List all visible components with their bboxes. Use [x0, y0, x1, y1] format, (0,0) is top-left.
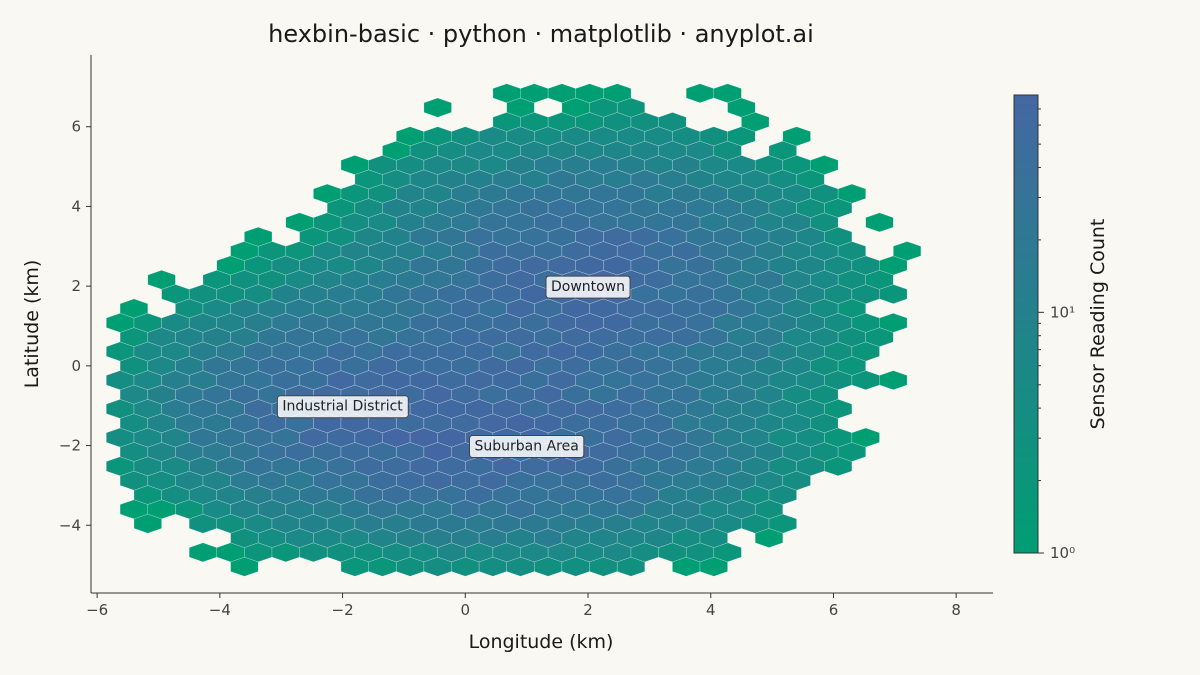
annotation: Suburban Area — [469, 435, 585, 459]
x-tick-label: −2 — [332, 601, 354, 619]
annotations: Downtown Industrial District Suburban Area — [276, 275, 631, 459]
y-tick-label: −2 — [59, 437, 81, 455]
hex-bin — [893, 241, 922, 261]
hex-bin — [658, 112, 687, 132]
hex-bin — [147, 269, 176, 290]
x-tick-label: −6 — [86, 601, 108, 619]
colorbar-label: Sensor Reading Count — [1087, 219, 1109, 430]
y-tick-label: 6 — [71, 118, 81, 136]
y-ticks: −4 −2 0 2 4 6 — [59, 118, 91, 534]
colorbar: 10⁰ 10¹ Sensor Reading Count — [1013, 94, 1109, 562]
annotation: Industrial District — [276, 395, 409, 419]
y-tick-label: 0 — [71, 357, 81, 375]
chart-title: hexbin-basic · python · matplotlib · any… — [268, 20, 814, 48]
y-axis-label: Latitude (km) — [21, 260, 43, 389]
hex-bin — [244, 226, 273, 247]
colorbar-tick-label: 10¹ — [1050, 303, 1075, 321]
y-tick-label: 2 — [71, 277, 81, 295]
hex-bin — [851, 427, 880, 448]
x-axis-label: Longitude (km) — [469, 631, 614, 653]
x-ticks: −6 −4 −2 0 2 4 6 8 — [86, 593, 961, 619]
hex-bin — [879, 370, 908, 391]
x-tick-label: 8 — [951, 601, 961, 619]
hex-bin — [810, 155, 839, 175]
colorbar-ticks: 10⁰ 10¹ — [1038, 108, 1075, 562]
x-tick-label: 0 — [461, 601, 471, 619]
hex-bin — [865, 212, 894, 233]
annotation-text: Suburban Area — [475, 439, 579, 455]
annotation-box — [545, 275, 631, 299]
annotation: Downtown — [545, 275, 631, 299]
hex-bin — [188, 542, 218, 563]
annotation-text: Industrial District — [282, 399, 403, 415]
annotation-box — [469, 435, 585, 459]
y-tick-label: −4 — [59, 516, 81, 534]
colorbar-gradient — [1013, 94, 1039, 554]
hex-bin — [782, 126, 811, 147]
y-tick-label: 4 — [71, 197, 81, 215]
hex-bin — [603, 83, 632, 104]
x-tick-label: 2 — [583, 601, 593, 619]
hex-bin — [879, 312, 908, 333]
x-tick-label: 6 — [829, 601, 839, 619]
x-tick-label: 4 — [706, 601, 716, 619]
annotation-box — [276, 395, 409, 419]
annotation-text: Downtown — [551, 279, 625, 295]
hex-bin — [119, 298, 149, 319]
x-tick-label: −4 — [209, 601, 231, 619]
hex-bin — [837, 183, 866, 204]
hex-layer — [106, 83, 922, 577]
hex-bin — [713, 83, 742, 104]
axes-layer — [90, 55, 993, 594]
hex-bin — [685, 83, 715, 104]
colorbar-tick-label: 10⁰ — [1050, 544, 1075, 562]
hex-bin — [423, 97, 452, 118]
